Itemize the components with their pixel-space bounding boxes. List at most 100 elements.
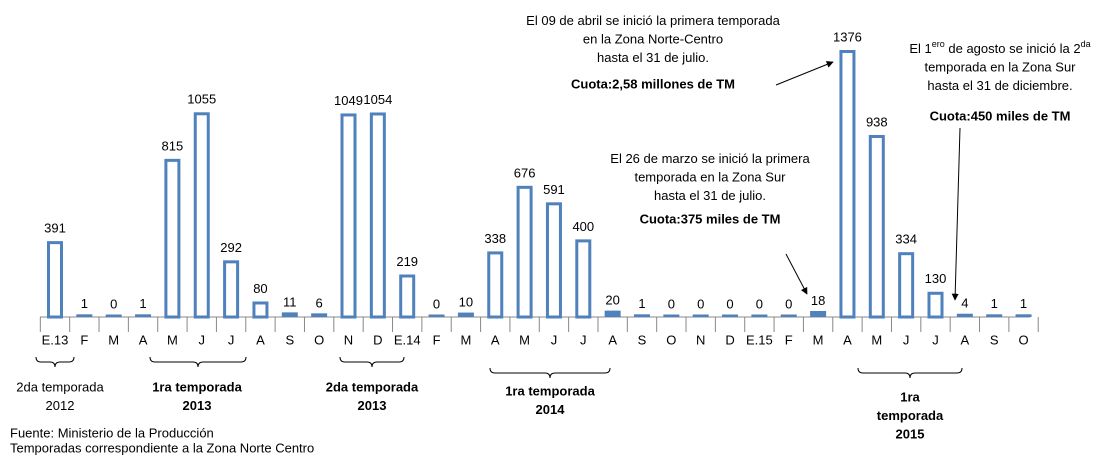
bar: [281, 312, 298, 317]
quota: Cuota:2,58 millones de TM: [571, 76, 735, 91]
value-label: 6: [316, 295, 323, 310]
bar: [193, 112, 210, 319]
source: Temporadas correspondiente a la Zona Nor…: [10, 440, 314, 455]
value-label: 938: [866, 114, 888, 129]
bar: [839, 50, 856, 319]
x-tick-label: M: [460, 332, 471, 347]
bar: [164, 158, 181, 319]
value-label: 591: [543, 182, 565, 197]
bar: [898, 252, 915, 319]
arrow: [951, 127, 961, 301]
value-label: 1: [1020, 296, 1027, 311]
annotation-text: El 26 de marzo se inició la primera: [610, 151, 810, 166]
bar: [868, 134, 885, 319]
quota: Cuota:375 miles de TM: [640, 211, 781, 226]
season-label: temporada: [877, 408, 944, 423]
value-label: 0: [110, 296, 117, 311]
value-label: 20: [605, 293, 619, 308]
bar: [927, 291, 944, 319]
season-label: 2013: [358, 398, 387, 413]
season-label: 2015: [896, 426, 925, 441]
value-label: 0: [668, 296, 675, 311]
arrows: [775, 61, 961, 301]
x-tick-label: A: [961, 332, 970, 347]
superscript: ero: [932, 39, 945, 49]
bar: [311, 313, 328, 317]
season-label: 2da temporada: [16, 379, 104, 394]
bar: [399, 274, 416, 319]
annotation-text: hasta el 31 de diciembre.: [927, 78, 1072, 93]
x-tick-label: J: [903, 332, 910, 347]
source: Fuente: Ministerio de la Producción: [10, 425, 214, 440]
season-label: 1ra: [900, 389, 920, 404]
bar: [516, 185, 533, 319]
x-tick-label: J: [551, 332, 558, 347]
bar: [487, 251, 504, 319]
bar: [252, 301, 269, 319]
x-tick-label: F: [433, 332, 441, 347]
annotation-part: hasta el 31 de julio.: [597, 50, 709, 65]
annotation-part: El 1: [909, 41, 931, 56]
bar: [780, 314, 797, 317]
value-label: 0: [756, 296, 763, 311]
bar: [722, 314, 739, 317]
annotation-part: El 26 de marzo se inició la primera: [610, 151, 810, 166]
x-tick-label: E.14: [394, 332, 421, 347]
x-tick-label: M: [519, 332, 530, 347]
value-label: 1: [638, 296, 645, 311]
x-tick-label: J: [228, 332, 235, 347]
x-tick-label: D: [373, 332, 382, 347]
value-label: 1376: [833, 29, 862, 44]
value-label: 4: [961, 296, 968, 311]
season-label: 1ra temporada: [152, 379, 242, 394]
x-tick-label: M: [108, 332, 119, 347]
x-tick-label: A: [256, 332, 265, 347]
season-label: 2014: [536, 402, 566, 417]
value-label: 18: [811, 293, 825, 308]
x-tick-label: A: [139, 332, 148, 347]
value-label: 334: [895, 232, 917, 247]
bar: [751, 314, 768, 317]
x-tick-label: A: [608, 332, 617, 347]
annotation-part: temporada en la Zona Sur: [924, 60, 1076, 75]
x-tick-label: J: [932, 332, 939, 347]
value-label: 1054: [363, 92, 392, 107]
annotation-part: hasta el 31 de julio.: [654, 188, 766, 203]
bracket: [857, 367, 963, 379]
x-tick-label: N: [344, 332, 353, 347]
value-label: 0: [697, 296, 704, 311]
value-label: 292: [220, 240, 242, 255]
x-tick-label: J: [580, 332, 587, 347]
value-label: 1: [81, 296, 88, 311]
bar: [135, 314, 152, 317]
value-label: 10: [459, 294, 473, 309]
brackets: [35, 356, 963, 379]
arrow: [785, 253, 808, 295]
x-tick-label: M: [871, 332, 882, 347]
season-label: 1ra temporada: [505, 383, 595, 398]
bar: [986, 314, 1003, 317]
annotation-text: en la Zona Norte-Centro: [583, 32, 723, 47]
annotation-text: temporada en la Zona Sur: [634, 170, 786, 185]
value-label: 400: [572, 219, 594, 234]
season-label: 2013: [183, 398, 212, 413]
annotation-part: en la Zona Norte-Centro: [583, 32, 723, 47]
bracket: [149, 356, 247, 368]
annotation-text: El 1ero de agosto se inició la 2da: [909, 39, 1090, 56]
value-label: 338: [484, 231, 506, 246]
value-label: 0: [726, 296, 733, 311]
x-tick-label: D: [725, 332, 734, 347]
x-tick-label: M: [813, 332, 824, 347]
annotation-part: de agosto se inició la 2: [945, 41, 1081, 56]
x-tick-label: E.15: [746, 332, 773, 347]
bar: [604, 310, 621, 317]
bar: [575, 239, 592, 319]
arrow: [775, 61, 834, 86]
value-label: 1: [991, 296, 998, 311]
x-tick-label: S: [285, 332, 294, 347]
x-tick-label: S: [638, 332, 647, 347]
bar: [692, 314, 709, 317]
superscript: da: [1081, 39, 1091, 49]
x-tick-label: S: [990, 332, 999, 347]
